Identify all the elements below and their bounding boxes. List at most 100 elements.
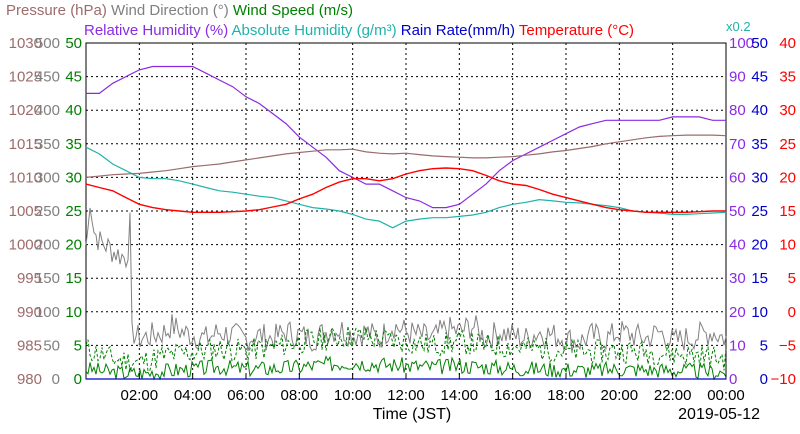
relative-humidity-tick: 20 (729, 304, 746, 321)
wind-direction-tick: 350 (35, 136, 60, 153)
temperature-tick: 30 (779, 102, 796, 119)
x-tick-label: 06:00 (227, 387, 265, 404)
x-tick-label: 20:00 (601, 387, 639, 404)
right-axes: 1009080706050403020100504540353025201510… (729, 35, 796, 388)
abs-humidity-scale-note: x0.2 (726, 19, 751, 34)
x-tick-label: 16:00 (494, 387, 532, 404)
wind-direction-tick: 100 (35, 304, 60, 321)
relative-humidity-tick: 90 (729, 69, 746, 86)
pressure-tick: 1015 (9, 136, 42, 153)
x-tick-label: 18:00 (547, 387, 585, 404)
temperature-tick: 10 (779, 237, 796, 254)
grid (86, 43, 726, 379)
series-relative-humidity (86, 65, 726, 209)
series-wind-direction (85, 207, 727, 353)
series-temperature-c (85, 167, 726, 213)
temperature-tick: 40 (779, 35, 796, 52)
pressure-tick: 980 (17, 371, 42, 388)
temperature-tick: 15 (779, 203, 796, 220)
pressure-tick: 1005 (9, 203, 42, 220)
temperature-tick: −5 (779, 337, 796, 354)
x-tick-label: 08:00 (281, 387, 319, 404)
relative-humidity-tick: 0 (729, 371, 737, 388)
rain-rate-tick: 10 (751, 304, 768, 321)
relative-humidity-tick: 10 (729, 337, 746, 354)
x-tick-label: 10:00 (334, 387, 372, 404)
wind-speed-tick: 45 (65, 69, 82, 86)
pressure-tick: 985 (17, 337, 42, 354)
temperature-tick: −10 (771, 371, 796, 388)
legend-entry: Pressure (hPa) (6, 2, 107, 19)
legend-entry: Rain Rate(mm/h) (397, 22, 515, 39)
rain-rate-tick: 15 (751, 270, 768, 287)
wind-speed-tick: 40 (65, 102, 82, 119)
pressure-tick: 1000 (9, 237, 42, 254)
x-tick-label: 02:00 (121, 387, 159, 404)
pressure-tick: 1025 (9, 69, 42, 86)
temperature-tick: 20 (779, 169, 796, 186)
wind-direction-tick: 150 (35, 270, 60, 287)
wind-direction-tick: 200 (35, 237, 60, 254)
rain-rate-tick: 0 (760, 371, 768, 388)
relative-humidity-tick: 50 (729, 203, 746, 220)
temperature-tick: 0 (788, 304, 796, 321)
rain-rate-tick: 40 (751, 102, 768, 119)
relative-humidity-tick: 30 (729, 270, 746, 287)
rain-rate-tick: 35 (751, 136, 768, 153)
rain-rate-tick: 30 (751, 169, 768, 186)
rain-rate-tick: 50 (751, 35, 768, 52)
wind-direction-tick: 50 (43, 337, 60, 354)
wind-direction-tick: 450 (35, 69, 60, 86)
x-tick-label: 00:00 (707, 387, 745, 404)
wind-speed-tick: 30 (65, 169, 82, 186)
x-tick-label: 14:00 (441, 387, 479, 404)
relative-humidity-tick: 60 (729, 169, 746, 186)
relative-humidity-tick: 100 (729, 35, 754, 52)
x-axis-ticks: 02:00 04:00 06:00 08:00 10:00 12:00 14:00 16:00… (121, 373, 745, 404)
legend-text: Pressure (hPa) Wind Direction (°) Wind S… (6, 2, 353, 19)
series-wind-speed-gust-m-s (85, 326, 727, 373)
legend-entry: Relative Humidity (%) (84, 22, 228, 39)
relative-humidity-tick: 40 (729, 237, 746, 254)
legend-entry: Wind Direction (°) (107, 2, 229, 19)
series-absolute-humidity-g-m (85, 146, 727, 229)
pressure-tick: 1010 (9, 169, 42, 186)
wind-direction-tick: 300 (35, 169, 60, 186)
left-axes: 1030102510201015101010051000995990985980… (9, 35, 82, 388)
rain-rate-tick: 25 (751, 203, 768, 220)
rain-rate-tick: 45 (751, 69, 768, 86)
legend-text: Relative Humidity (%) Absolute Humidity … (84, 22, 634, 39)
wind-direction-tick: 500 (35, 35, 60, 52)
wind-speed-tick: 10 (65, 304, 82, 321)
legend-entry: Wind Speed (m/s) (229, 2, 353, 19)
relative-humidity-tick: 70 (729, 136, 746, 153)
legend-entry: Absolute Humidity (g/m³) (228, 22, 396, 39)
legend-line-2: Relative Humidity (%) Absolute Humidity … (84, 19, 751, 39)
pressure-tick: 1020 (9, 102, 42, 119)
wind-speed-tick: 20 (65, 237, 82, 254)
relative-humidity-tick: 80 (729, 102, 746, 119)
wind-direction-tick: 400 (35, 102, 60, 119)
wind-direction-tick: 0 (52, 371, 60, 388)
date-label: 2019-05-12 (678, 406, 760, 423)
wind-speed-tick: 5 (74, 337, 82, 354)
x-axis-label: Time (JST) (373, 406, 452, 423)
wind-speed-tick: 0 (74, 371, 82, 388)
legend-line-1: Pressure (hPa) Wind Direction (°) Wind S… (6, 2, 353, 19)
pressure-tick: 995 (17, 270, 42, 287)
rain-rate-tick: 5 (760, 337, 768, 354)
wind-speed-tick: 15 (65, 270, 82, 287)
rain-rate-tick: 20 (751, 237, 768, 254)
series-pressure-hpa (85, 134, 727, 178)
wind-speed-tick: 25 (65, 203, 82, 220)
x-tick-label: 12:00 (387, 387, 425, 404)
pressure-tick: 1030 (9, 35, 42, 52)
legend-entry: Temperature (°C) (515, 22, 634, 39)
x-tick-label: 04:00 (174, 387, 212, 404)
wind-speed-tick: 50 (65, 35, 82, 52)
wind-speed-tick: 35 (65, 136, 82, 153)
temperature-tick: 5 (788, 270, 796, 287)
wind-direction-tick: 250 (35, 203, 60, 220)
pressure-tick: 990 (17, 304, 42, 321)
